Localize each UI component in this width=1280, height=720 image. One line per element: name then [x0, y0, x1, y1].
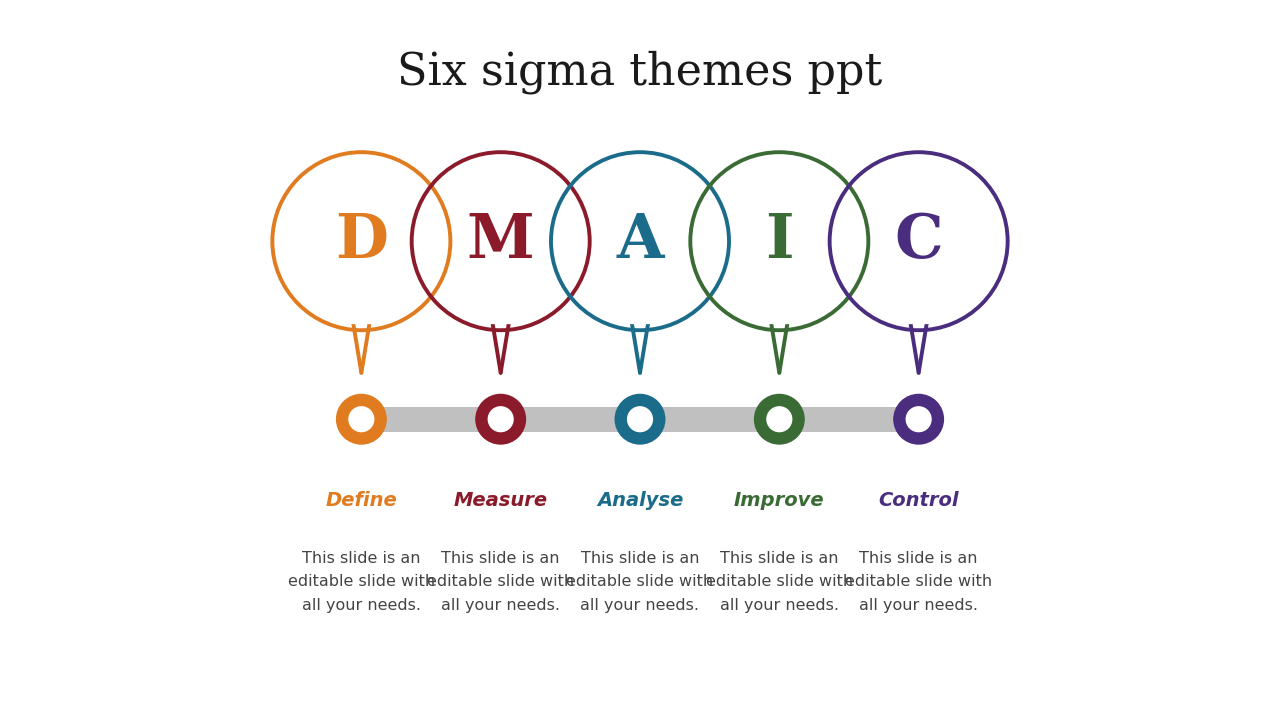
- Text: Control: Control: [878, 491, 959, 510]
- Text: This slide is an
editable slide with
all your needs.: This slide is an editable slide with all…: [845, 551, 992, 613]
- Text: D: D: [335, 211, 388, 271]
- Text: This slide is an
editable slide with
all your needs.: This slide is an editable slide with all…: [428, 551, 575, 613]
- Circle shape: [337, 395, 387, 444]
- Circle shape: [616, 395, 664, 444]
- Text: I: I: [765, 211, 794, 271]
- Circle shape: [893, 395, 943, 444]
- Circle shape: [627, 407, 653, 431]
- Circle shape: [767, 407, 792, 431]
- Text: This slide is an
editable slide with
all your needs.: This slide is an editable slide with all…: [288, 551, 435, 613]
- Text: Six sigma themes ppt: Six sigma themes ppt: [397, 50, 883, 94]
- Text: Define: Define: [325, 491, 397, 510]
- Circle shape: [754, 395, 804, 444]
- Circle shape: [906, 407, 931, 431]
- Text: Analyse: Analyse: [596, 491, 684, 510]
- Text: M: M: [467, 211, 535, 271]
- Circle shape: [476, 395, 526, 444]
- Text: This slide is an
editable slide with
all your needs.: This slide is an editable slide with all…: [567, 551, 713, 613]
- Text: C: C: [895, 211, 943, 271]
- Text: This slide is an
editable slide with
all your needs.: This slide is an editable slide with all…: [705, 551, 852, 613]
- Text: A: A: [616, 211, 664, 271]
- Circle shape: [349, 407, 374, 431]
- Circle shape: [488, 407, 513, 431]
- Text: Improve: Improve: [733, 491, 824, 510]
- Text: Measure: Measure: [453, 491, 548, 510]
